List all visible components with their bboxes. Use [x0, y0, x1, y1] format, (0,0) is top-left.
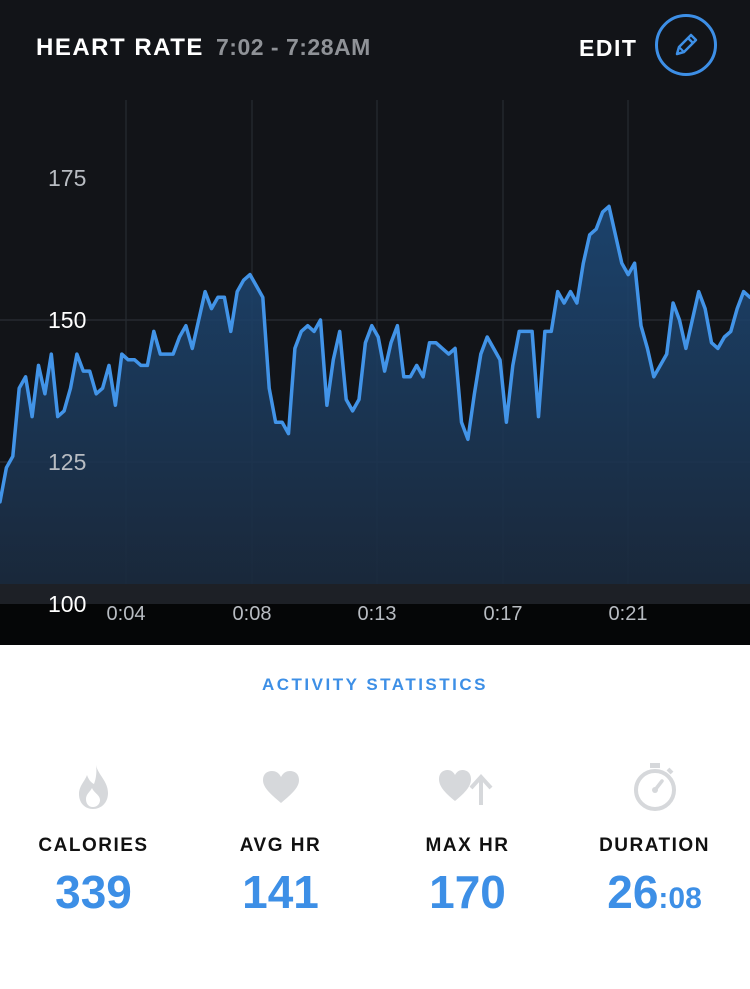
edit-label[interactable]: EDIT: [579, 35, 638, 61]
edit-button[interactable]: [655, 14, 717, 76]
stat-label: CALORIES: [38, 835, 149, 856]
stopwatch-icon: [633, 763, 676, 811]
heart-rate-line: [0, 204, 750, 504]
heart-rate-panel: 175 150 125 100 0:04 0:08 0:13 0:17 0:21 HEART R…: [0, 0, 750, 645]
duration-minutes: 26: [607, 866, 659, 918]
x-tick-label: 0:13: [358, 603, 397, 625]
stat-calories: CALORIES 339: [0, 757, 187, 919]
page-title: HEART RATE: [36, 34, 204, 61]
x-tick-label: 0:04: [107, 603, 146, 625]
x-tick-label: 0:08: [233, 603, 272, 625]
stat-label: DURATION: [599, 835, 710, 856]
heart-icon: [262, 771, 299, 803]
time-range: 7:02 - 7:28AM: [216, 34, 371, 60]
heart-rate-chart: 175 150 125 100 0:04 0:08 0:13 0:17 0:21: [0, 100, 750, 645]
pencil-icon: [675, 33, 698, 56]
header: HEART RATE 7:02 - 7:28AM EDIT: [0, 0, 750, 100]
stat-max-hr: MAX HR 170: [374, 757, 561, 919]
stat-value: 141: [242, 866, 319, 918]
stat-value: 26:08: [561, 865, 748, 919]
stat-value: 339: [55, 866, 132, 918]
y-tick-label: 100: [48, 591, 86, 617]
y-tick-label: 175: [48, 165, 86, 191]
stat-avg-hr: AVG HR 141: [187, 757, 374, 919]
section-title: ACTIVITY STATISTICS: [261, 675, 488, 694]
flame-icon: [78, 765, 108, 809]
y-tick-label: 125: [48, 449, 86, 475]
x-tick-label: 0:21: [609, 603, 648, 625]
x-axis-strip: [0, 584, 750, 604]
stat-duration: DURATION 26:08: [561, 757, 748, 919]
heart-up-arrow-icon: [438, 770, 492, 805]
duration-seconds: :08: [658, 882, 702, 915]
stat-value: 170: [429, 866, 506, 918]
activity-statistics: ACTIVITY STATISTICS CALORIES 339 AVG HR …: [0, 645, 750, 989]
x-tick-label: 0:17: [484, 603, 523, 625]
y-tick-label: 150: [48, 307, 86, 333]
stat-label: AVG HR: [239, 835, 322, 856]
stat-label: MAX HR: [425, 835, 510, 856]
